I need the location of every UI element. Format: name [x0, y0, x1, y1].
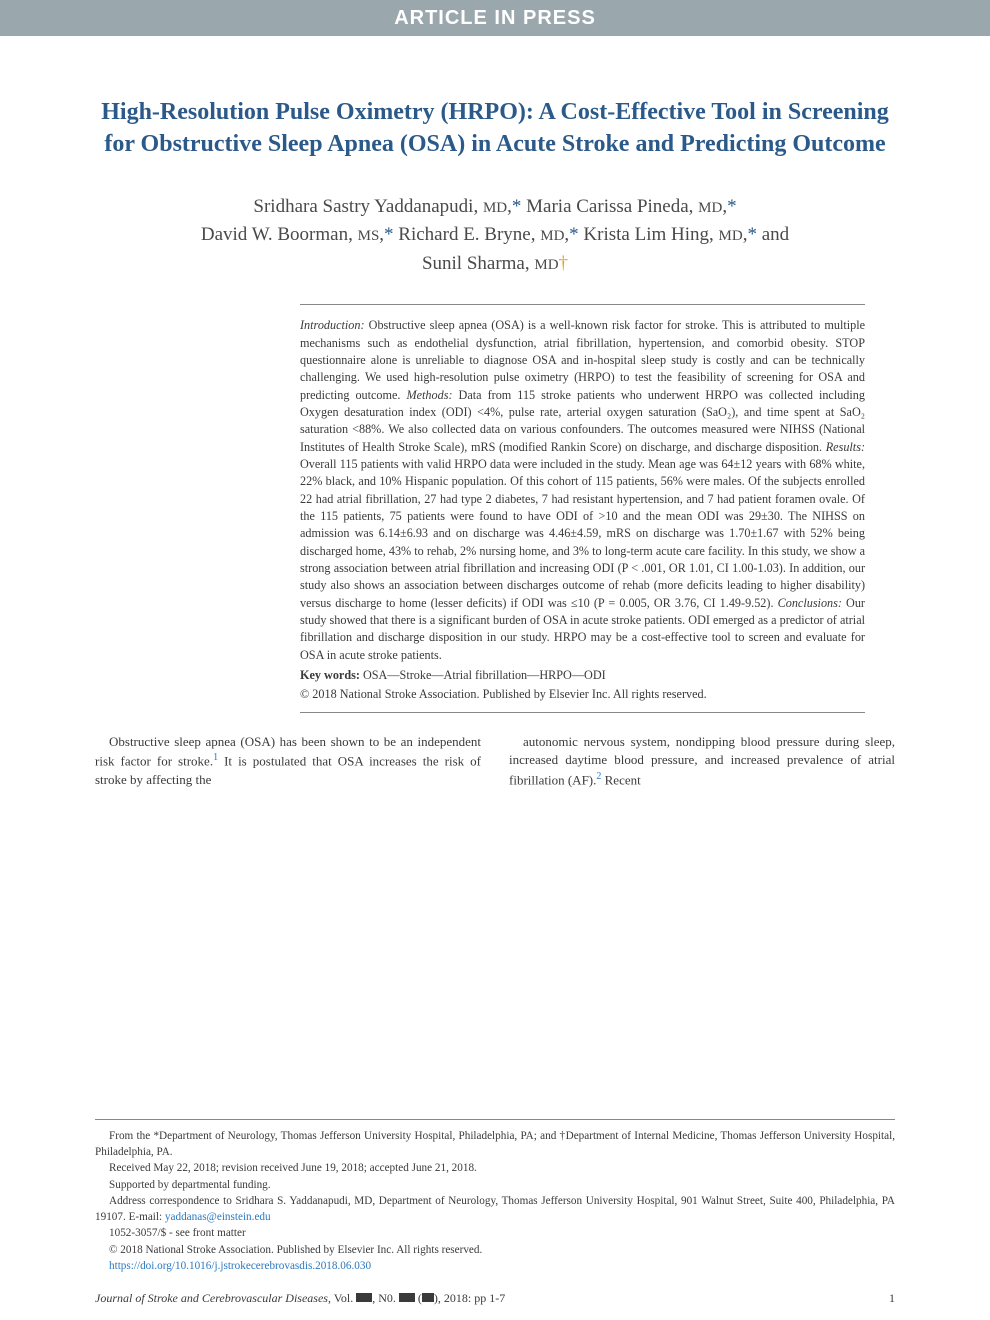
page-number: 1 — [889, 1291, 895, 1306]
body-col-left: Obstructive sleep apnea (OSA) has been s… — [95, 733, 481, 790]
correspondence-email-link[interactable]: yaddanas@einstein.edu — [165, 1211, 271, 1223]
page-content: High-Resolution Pulse Oximetry (HRPO): A… — [0, 36, 990, 790]
doi-link[interactable]: https://doi.org/10.1016/j.jstrokecerebro… — [109, 1260, 371, 1272]
footnote-correspondence: Address correspondence to Sridhara S. Ya… — [95, 1193, 895, 1225]
affiliation-dagger-icon: † — [559, 253, 569, 274]
footer-no-prefix: , N0. — [372, 1291, 399, 1305]
abstract-text: Introduction: Obstructive sleep apnea (O… — [300, 317, 865, 664]
keywords-text: OSA—Stroke—Atrial fibrillation—HRPO—ODI — [360, 668, 606, 682]
keywords-label: Key words: — [300, 668, 360, 682]
placeholder-block-icon — [422, 1293, 434, 1302]
article-in-press-banner: ARTICLE IN PRESS — [0, 0, 990, 36]
abstract-copyright: © 2018 National Stroke Association. Publ… — [300, 687, 865, 702]
author-list: Sridhara Sastry Yaddanapudi, MD,* Maria … — [95, 193, 895, 279]
footnote-affiliations: From the *Department of Neurology, Thoma… — [95, 1128, 895, 1160]
placeholder-block-icon — [356, 1293, 372, 1302]
affiliation-star-icon: * — [384, 224, 394, 245]
body-col-right: autonomic nervous system, nondipping blo… — [509, 733, 895, 790]
citation-ref[interactable]: 2 — [596, 771, 601, 782]
keywords-line: Key words: OSA—Stroke—Atrial fibrillatio… — [300, 668, 865, 683]
abstract-block: Introduction: Obstructive sleep apnea (O… — [300, 304, 865, 713]
footnote-copyright: © 2018 National Stroke Association. Publ… — [95, 1242, 895, 1258]
footer-paren: ( — [415, 1291, 422, 1305]
footnote-received: Received May 22, 2018; revision received… — [95, 1160, 895, 1176]
article-title: High-Resolution Pulse Oximetry (HRPO): A… — [95, 96, 895, 161]
citation-ref[interactable]: 1 — [213, 752, 218, 763]
body-columns: Obstructive sleep apnea (OSA) has been s… — [95, 733, 895, 790]
affiliation-star-icon: * — [747, 224, 757, 245]
abstract-conclusions-label: Conclusions: — [778, 596, 842, 610]
abstract-methods-label: Methods: — [406, 388, 452, 402]
placeholder-block-icon — [399, 1293, 415, 1302]
affiliation-star-icon: * — [569, 224, 579, 245]
footer-journal: Journal of Stroke and Cerebrovascular Di… — [95, 1291, 328, 1305]
footer-vol-prefix: , Vol. — [328, 1291, 356, 1305]
abstract-intro-label: Introduction: — [300, 318, 365, 332]
affiliation-star-icon: * — [512, 196, 522, 217]
affiliation-star-icon: * — [727, 196, 737, 217]
abstract-results: Overall 115 patients with valid HRPO dat… — [300, 457, 865, 610]
footer-pages: ), 2018: pp 1-7 — [434, 1291, 505, 1305]
footer-citation: Journal of Stroke and Cerebrovascular Di… — [95, 1291, 505, 1306]
footnote-block: From the *Department of Neurology, Thoma… — [95, 1119, 895, 1274]
footnote-supported: Supported by departmental funding. — [95, 1177, 895, 1193]
footnote-issn: 1052-3057/$ - see front matter — [95, 1225, 895, 1241]
abstract-results-label: Results: — [826, 440, 865, 454]
page-footer: Journal of Stroke and Cerebrovascular Di… — [95, 1291, 895, 1306]
